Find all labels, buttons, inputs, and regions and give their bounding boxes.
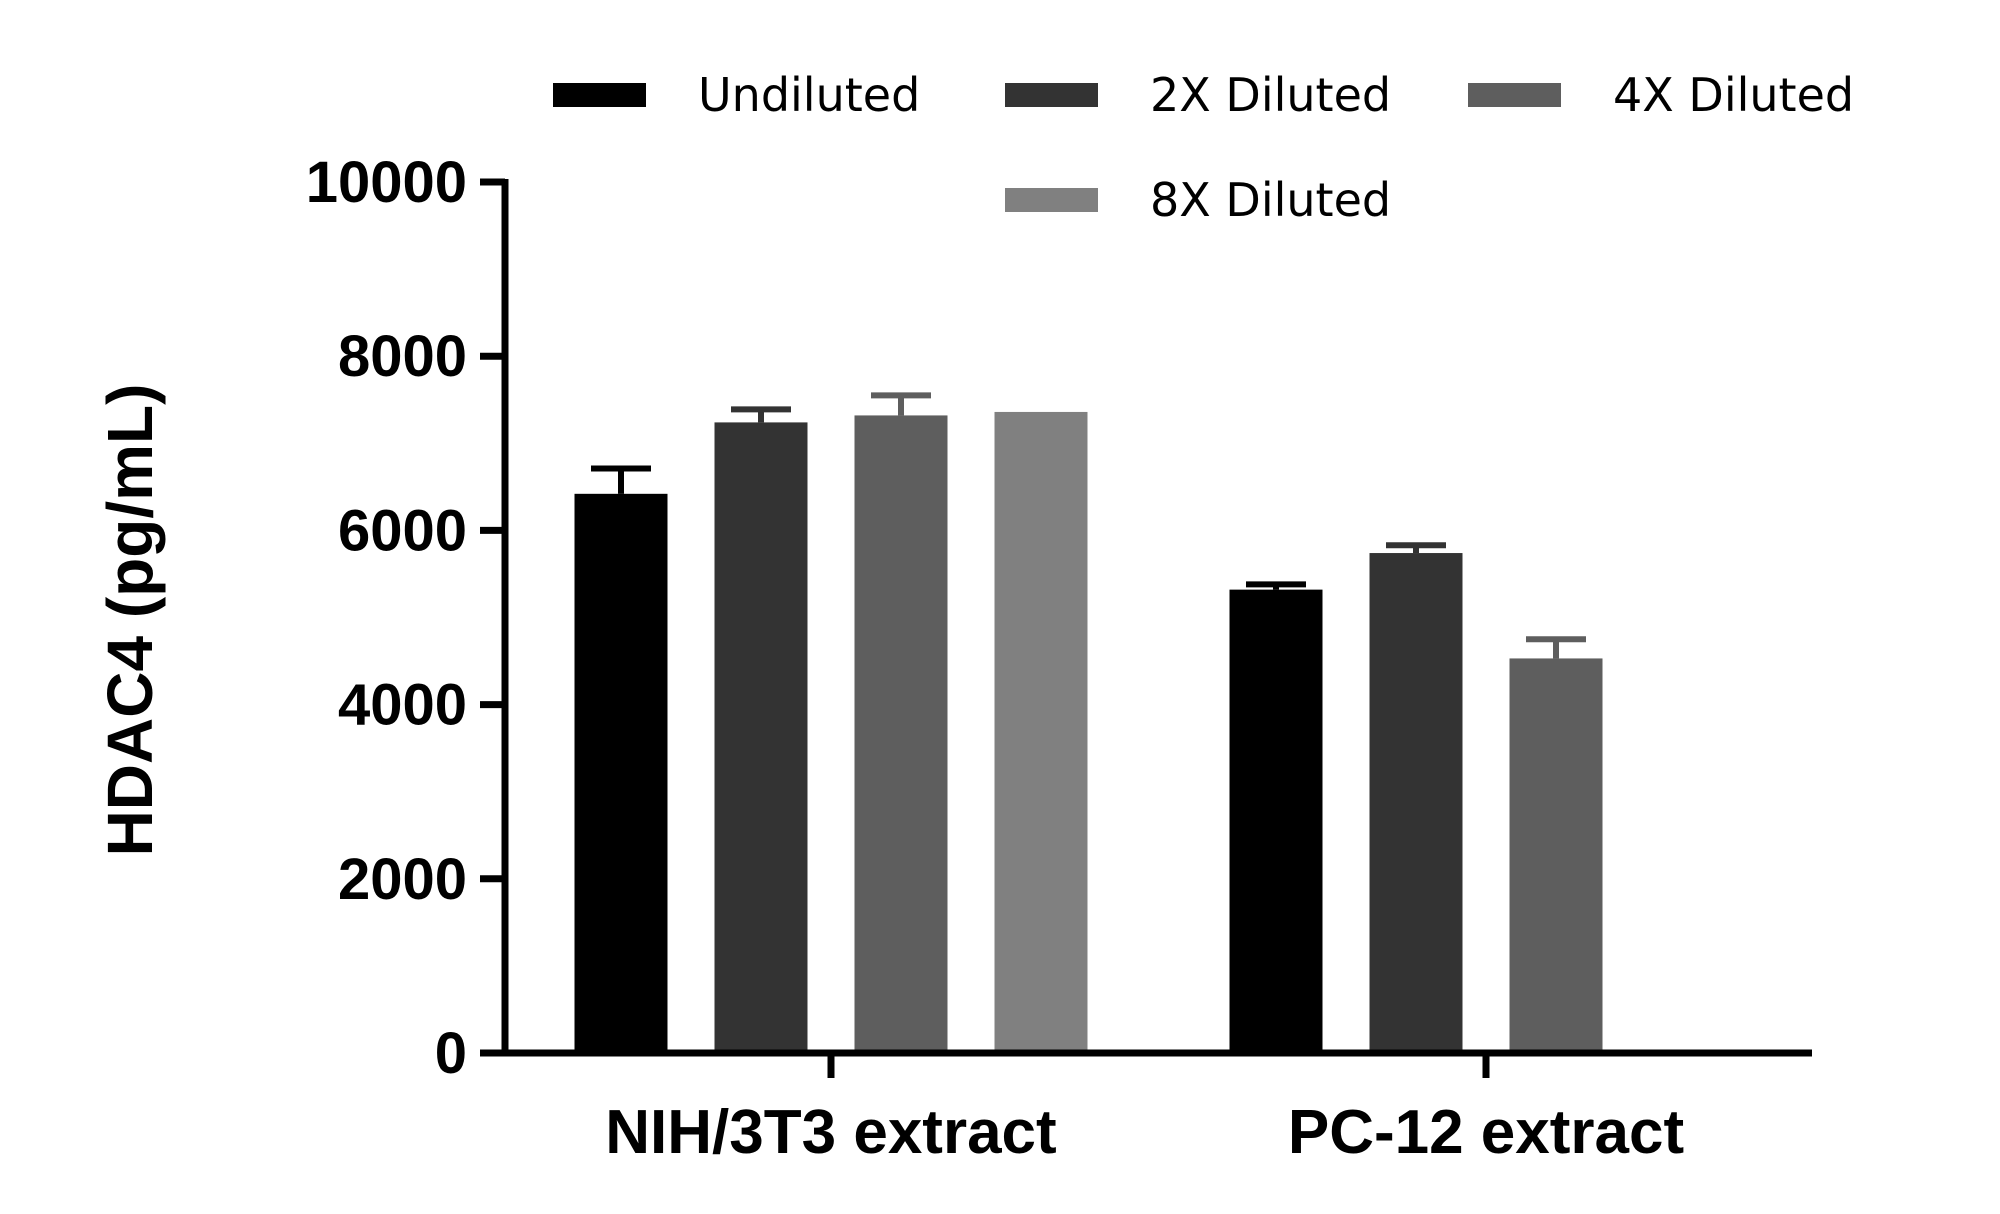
legend-swatch — [553, 83, 646, 107]
y-axis: 0 2000 4000 6000 8000 10000 — [306, 150, 509, 1086]
y-tick-label: 4000 — [338, 673, 467, 738]
bar — [574, 493, 668, 1053]
bar — [1369, 553, 1463, 1053]
legend-swatch — [1468, 83, 1561, 107]
legend-label: 4X Diluted — [1613, 68, 1854, 122]
bar — [1229, 589, 1323, 1053]
legend-label: 2X Diluted — [1150, 68, 1391, 122]
legend: Undiluted 2X Diluted 4X Diluted 8X Diluted — [553, 68, 1854, 227]
y-tick-label: 0 — [435, 1021, 467, 1086]
bar — [994, 411, 1088, 1054]
legend-swatch — [1005, 83, 1098, 107]
x-tick-label: PC-12 extract — [1288, 1098, 1684, 1167]
bar — [1509, 658, 1603, 1053]
y-tick-label: 10000 — [306, 150, 467, 215]
y-tick-label: 8000 — [338, 324, 467, 389]
legend-swatch — [1005, 188, 1098, 212]
x-axis: NIH/3T3 extract PC-12 extract — [502, 1049, 1812, 1167]
y-tick-label: 2000 — [338, 847, 467, 912]
legend-label: Undiluted — [698, 68, 920, 122]
bar — [714, 422, 808, 1053]
bar — [854, 415, 948, 1054]
y-tick-label: 6000 — [338, 498, 467, 563]
bars — [574, 392, 1603, 1054]
legend-label: 8X Diluted — [1150, 173, 1391, 227]
y-axis-title: HDAC4 (pg/mL) — [94, 384, 166, 857]
x-tick-label: NIH/3T3 extract — [605, 1098, 1056, 1167]
